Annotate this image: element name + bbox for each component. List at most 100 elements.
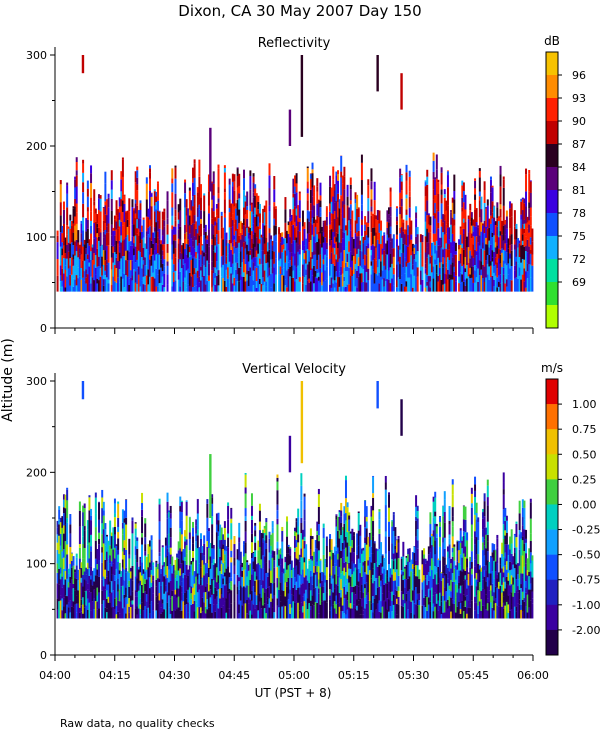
heatmap-cell (381, 254, 384, 271)
heatmap-cell (284, 209, 287, 223)
heatmap-cell (346, 600, 349, 610)
heatmap-cell (78, 510, 81, 527)
heatmap-cell (440, 571, 443, 574)
heatmap-cell (384, 482, 387, 490)
heatmap-cell (195, 519, 198, 526)
heatmap-cell (402, 267, 405, 283)
heatmap-cell (446, 170, 449, 172)
heatmap-cell (82, 163, 85, 173)
heatmap-cell (184, 233, 187, 239)
heatmap-cell (137, 566, 140, 570)
heatmap-cell (477, 590, 480, 606)
heatmap-cell (198, 159, 201, 162)
heatmap-cell (131, 591, 134, 601)
heatmap-cell (249, 579, 252, 595)
heatmap-cell (235, 279, 238, 292)
heatmap-cell (400, 591, 403, 606)
heatmap-cell (528, 191, 531, 203)
heatmap-cell (139, 572, 142, 581)
heatmap-cell (333, 243, 336, 248)
heatmap-cell (104, 214, 107, 223)
heatmap-cell (413, 253, 416, 260)
heatmap-cell (168, 595, 171, 608)
heatmap-cell (365, 544, 368, 549)
heatmap-cell (142, 248, 145, 261)
colorbar-swatch (546, 98, 558, 122)
heatmap-cell (192, 527, 195, 537)
heatmap-cell (274, 258, 277, 275)
heatmap-cell (309, 239, 312, 258)
heatmap-cell (403, 587, 406, 604)
heatmap-cell (475, 226, 478, 237)
heatmap-cell (513, 265, 516, 271)
heatmap-cell (88, 591, 91, 603)
heatmap-cell (360, 162, 363, 181)
heatmap-cell (402, 282, 405, 292)
heatmap-cell (166, 592, 169, 603)
heatmap-cell (346, 532, 349, 543)
heatmap-cell (505, 279, 508, 287)
heatmap-cell (470, 561, 473, 569)
heatmap-cell (219, 571, 222, 589)
heatmap-cell (150, 265, 153, 277)
heatmap-cell (340, 579, 343, 590)
heatmap-cell (410, 220, 413, 235)
heatmap-cell (247, 270, 250, 287)
isolated-echo (400, 73, 403, 110)
heatmap-cell (294, 551, 296, 570)
heatmap-cell (415, 495, 418, 507)
heatmap-cell (509, 228, 512, 236)
heatmap-cell (115, 579, 118, 598)
heatmap-cell (284, 250, 287, 263)
heatmap-cell (292, 197, 295, 210)
heatmap-cell (523, 281, 526, 292)
heatmap-cell (513, 553, 516, 569)
heatmap-cell (486, 521, 489, 535)
heatmap-cell (298, 231, 301, 245)
heatmap-cell (380, 574, 383, 581)
heatmap-cell (75, 251, 78, 266)
heatmap-cell (335, 232, 338, 238)
heatmap-cell (187, 612, 190, 619)
heatmap-cell (333, 186, 336, 191)
heatmap-cell (308, 582, 311, 588)
heatmap-cell (483, 545, 486, 556)
heatmap-cell (340, 597, 343, 612)
heatmap-cell (223, 561, 226, 573)
heatmap-cell (176, 597, 179, 610)
heatmap-cell (80, 577, 83, 583)
heatmap-cell (102, 515, 105, 530)
heatmap-cell (270, 267, 273, 275)
heatmap-cell (523, 259, 526, 269)
heatmap-cell (416, 576, 419, 594)
heatmap-cell (227, 253, 230, 268)
heatmap-cell (403, 229, 406, 235)
heatmap-cell (400, 174, 403, 176)
heatmap-cell (319, 572, 322, 584)
heatmap-cell (349, 552, 352, 569)
heatmap-cell (348, 531, 351, 547)
heatmap-cell (254, 246, 257, 258)
heatmap-cell (324, 220, 327, 233)
heatmap-cell (195, 228, 198, 240)
heatmap-cell (427, 604, 430, 619)
heatmap-cell (384, 553, 387, 559)
heatmap-cell (432, 561, 435, 579)
heatmap-cell (203, 265, 206, 277)
heatmap-cell (172, 281, 175, 292)
heatmap-cell (383, 232, 386, 235)
heatmap-cell (236, 586, 239, 595)
heatmap-cell (303, 577, 306, 594)
heatmap-cell (391, 278, 394, 292)
heatmap-cell (66, 578, 69, 597)
heatmap-cell (271, 273, 274, 292)
heatmap-cell (502, 602, 505, 609)
heatmap-cell (349, 576, 352, 587)
heatmap-cell (440, 247, 443, 263)
heatmap-cell (357, 207, 360, 209)
heatmap-cell (518, 500, 521, 514)
heatmap-cell (469, 278, 472, 292)
heatmap-cell (389, 233, 392, 242)
heatmap-cell (459, 565, 462, 571)
heatmap-cell (319, 583, 322, 588)
